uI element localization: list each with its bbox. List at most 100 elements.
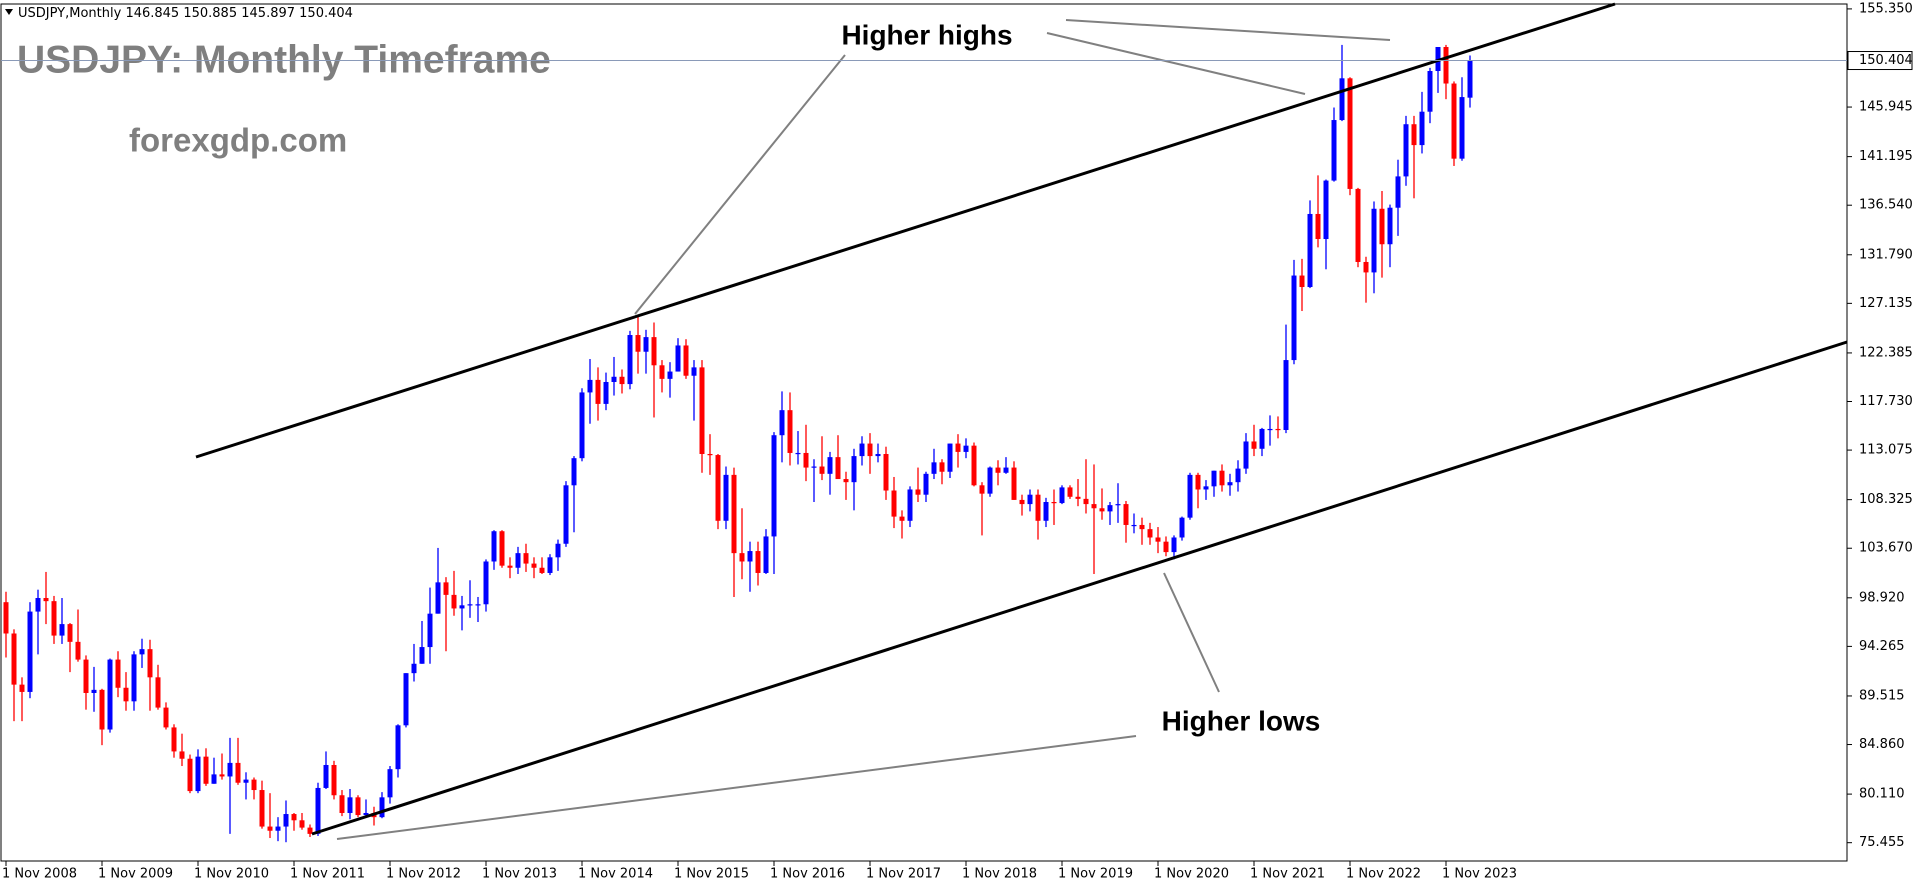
- candle-body: [1131, 524, 1137, 527]
- y-tick-label: 80.110: [1859, 787, 1905, 802]
- candle-body: [1027, 494, 1033, 505]
- candle-body: [171, 727, 177, 752]
- lower-channel-line: [311, 340, 1848, 836]
- annotation: Higher lows: [1162, 705, 1321, 736]
- candle-body: [891, 490, 897, 517]
- candle-body: [1291, 275, 1297, 361]
- candle-body: [419, 647, 425, 664]
- candle-body: [1067, 487, 1073, 497]
- candle-body: [1019, 499, 1025, 505]
- candle-body: [1411, 124, 1417, 146]
- candle-body: [907, 489, 913, 521]
- plot-frame: [0, 3, 1848, 862]
- candle-body: [435, 582, 441, 614]
- candle-body: [1163, 541, 1169, 553]
- candle-body: [163, 707, 169, 728]
- candle-body: [299, 820, 305, 828]
- candle-body: [611, 376, 617, 382]
- annotation: Higher highs: [841, 19, 1012, 50]
- x-tick-label: 1 Nov 2012: [386, 867, 461, 882]
- y-tick-label: 89.515: [1859, 688, 1905, 703]
- candle-body: [1267, 428, 1273, 431]
- candle-body: [1099, 508, 1105, 512]
- candle-body: [675, 345, 681, 372]
- candle-body: [587, 379, 593, 393]
- candle-body: [507, 565, 513, 568]
- candle-body: [307, 827, 313, 834]
- candle-body: [1203, 486, 1209, 490]
- candle-body: [243, 779, 249, 783]
- x-tick-label: 1 Nov 2014: [578, 867, 653, 882]
- x-tick-label: 1 Nov 2022: [1346, 867, 1421, 882]
- candle-body: [1083, 498, 1089, 505]
- candle-body: [707, 453, 713, 456]
- candle-body: [1387, 207, 1393, 245]
- candle-body: [931, 462, 937, 474]
- candle-body: [27, 611, 33, 692]
- candle-body: [539, 567, 545, 573]
- candle-body: [915, 489, 921, 495]
- candle-body: [467, 604, 473, 606]
- y-tick-label: 136.540: [1859, 198, 1913, 213]
- candle-body: [1467, 60, 1473, 98]
- candle-body: [1379, 208, 1385, 245]
- chart-title: USDJPY: Monthly Timeframe: [17, 38, 551, 81]
- candle-body: [283, 814, 289, 827]
- y-tick-label: 155.350: [1859, 1, 1913, 16]
- candle-body: [955, 443, 961, 452]
- candle-body: [875, 453, 881, 457]
- candle-body: [619, 376, 625, 385]
- candles: [3, 44, 1473, 843]
- candle-body: [107, 659, 113, 730]
- y-tick-label: 108.325: [1859, 492, 1913, 507]
- candle-body: [1011, 467, 1017, 500]
- candle-body: [635, 335, 641, 352]
- candle-body: [835, 457, 841, 480]
- candle-body: [475, 604, 481, 606]
- candle-body: [851, 456, 857, 483]
- candle-body: [1427, 70, 1433, 112]
- candle-body: [547, 557, 553, 573]
- candle-body: [1035, 494, 1041, 521]
- candle-body: [1059, 487, 1065, 504]
- last-high: 150.885: [183, 6, 237, 21]
- candle-body: [67, 624, 73, 642]
- candle-body: [339, 795, 345, 813]
- candle-body: [1043, 502, 1049, 521]
- candle-body: [1307, 213, 1313, 288]
- candle-body: [1339, 78, 1345, 121]
- candle-body: [187, 758, 193, 792]
- candle-body: [139, 649, 145, 655]
- candle-body: [323, 764, 329, 788]
- candle-body: [795, 452, 801, 455]
- last-low: 145.897: [241, 6, 295, 21]
- candle-body: [1355, 188, 1361, 262]
- candle-body: [1443, 46, 1449, 84]
- candle-body: [1459, 97, 1465, 159]
- candle-body: [291, 814, 297, 821]
- candle-body: [1115, 504, 1121, 506]
- candle-body: [91, 689, 97, 693]
- candle-body: [395, 725, 401, 770]
- candle-body: [1275, 428, 1281, 431]
- candle-body: [571, 458, 577, 486]
- candle-body: [115, 659, 121, 688]
- candle-body: [251, 779, 257, 791]
- candle-body: [691, 367, 697, 376]
- candle-body: [499, 531, 505, 566]
- candle-body: [1363, 261, 1369, 273]
- pointer-line: [336, 735, 1137, 840]
- candle-body: [883, 453, 889, 491]
- candle-body: [595, 379, 601, 404]
- y-tick-label: 103.670: [1859, 541, 1913, 556]
- candle-body: [131, 654, 137, 702]
- candle-body: [459, 605, 465, 609]
- candle-body: [1139, 524, 1145, 530]
- candle-body: [755, 551, 761, 573]
- candle-body: [483, 561, 489, 605]
- x-tick-label: 1 Nov 2015: [674, 867, 749, 882]
- candle-body: [259, 790, 265, 827]
- candle-body: [1219, 470, 1225, 486]
- y-tick-label: 131.790: [1859, 247, 1913, 262]
